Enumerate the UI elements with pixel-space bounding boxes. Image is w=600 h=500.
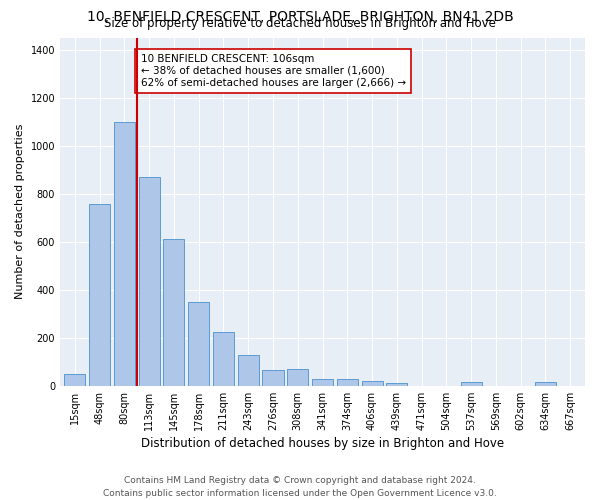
Bar bbox=[535, 382, 556, 386]
Bar bbox=[386, 384, 407, 386]
Bar bbox=[89, 204, 110, 386]
Bar bbox=[337, 379, 358, 386]
Bar bbox=[262, 370, 284, 386]
Bar bbox=[238, 354, 259, 386]
Bar bbox=[139, 177, 160, 386]
Bar bbox=[64, 374, 85, 386]
Bar bbox=[362, 381, 383, 386]
Y-axis label: Number of detached properties: Number of detached properties bbox=[15, 124, 25, 300]
Bar bbox=[213, 332, 234, 386]
Bar bbox=[188, 302, 209, 386]
Bar bbox=[114, 122, 135, 386]
Text: 10, BENFIELD CRESCENT, PORTSLADE, BRIGHTON, BN41 2DB: 10, BENFIELD CRESCENT, PORTSLADE, BRIGHT… bbox=[86, 10, 514, 24]
Text: 10 BENFIELD CRESCENT: 106sqm
← 38% of detached houses are smaller (1,600)
62% of: 10 BENFIELD CRESCENT: 106sqm ← 38% of de… bbox=[140, 54, 406, 88]
Bar bbox=[461, 382, 482, 386]
Bar bbox=[312, 378, 333, 386]
Bar bbox=[287, 370, 308, 386]
Bar bbox=[163, 240, 184, 386]
X-axis label: Distribution of detached houses by size in Brighton and Hove: Distribution of detached houses by size … bbox=[141, 437, 504, 450]
Text: Size of property relative to detached houses in Brighton and Hove: Size of property relative to detached ho… bbox=[104, 18, 496, 30]
Text: Contains HM Land Registry data © Crown copyright and database right 2024.
Contai: Contains HM Land Registry data © Crown c… bbox=[103, 476, 497, 498]
